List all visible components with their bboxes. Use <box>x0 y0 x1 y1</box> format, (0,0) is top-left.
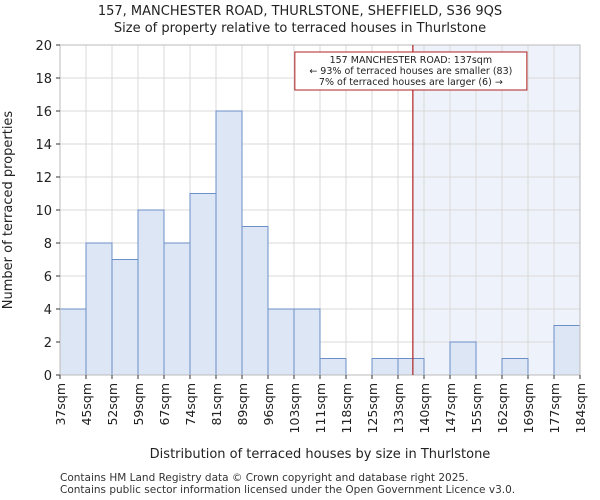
y-tick-label: 6 <box>44 270 52 285</box>
x-axis-label: Distribution of terraced houses by size … <box>150 447 491 462</box>
x-tick-label: 118sqm <box>339 383 354 433</box>
histogram-bar-59sqm <box>137 209 165 376</box>
histogram-bar-67sqm <box>163 242 191 376</box>
x-tick-label: 111sqm <box>313 383 328 433</box>
annotation-line-2: ← 93% of terraced houses are smaller (83… <box>309 66 512 77</box>
histogram-bar-81sqm <box>215 110 243 376</box>
chart-subtitle: Size of property relative to terraced ho… <box>113 21 487 36</box>
x-tick-label: 74sqm <box>183 383 198 426</box>
x-tick-label: 52sqm <box>105 383 120 426</box>
x-tick-label: 133sqm <box>391 383 406 433</box>
x-tick-label: 169sqm <box>521 383 536 433</box>
histogram-bar-45sqm <box>85 242 113 376</box>
x-tick-label: 45sqm <box>79 383 94 426</box>
x-tick-label: 59sqm <box>131 383 146 426</box>
x-tick-label: 81sqm <box>209 383 224 426</box>
x-tick-label: 155sqm <box>469 383 484 433</box>
x-tick-label: 89sqm <box>235 383 250 426</box>
y-axis-label: Number of terraced properties <box>1 111 16 310</box>
histogram-bar-89sqm <box>241 226 269 376</box>
annotation-line-1: 157 MANCHESTER ROAD: 137sqm <box>330 55 493 66</box>
annotation-box <box>294 51 528 91</box>
x-tick-label: 147sqm <box>443 383 458 433</box>
x-tick-label: 125sqm <box>365 383 380 433</box>
histogram-bar-74sqm <box>189 193 217 376</box>
histogram-bar-133sqm <box>397 358 425 376</box>
histogram-bar-52sqm <box>111 259 139 376</box>
y-tick-label: 16 <box>35 105 52 120</box>
x-tick-label: 96sqm <box>261 383 276 426</box>
y-tick-label: 2 <box>44 336 52 351</box>
histogram-bar-177sqm <box>553 325 581 376</box>
y-tick-label: 14 <box>35 138 52 153</box>
annotation-line-3: 7% of terraced houses are larger (6) → <box>319 77 503 88</box>
y-tick-label: 4 <box>44 303 52 318</box>
histogram-bar-147sqm <box>449 341 477 376</box>
x-tick-label: 103sqm <box>287 383 302 433</box>
footer-line-2: Contains public sector information licen… <box>60 484 516 496</box>
footer-line-1: Contains HM Land Registry data © Crown c… <box>60 472 469 484</box>
histogram-bar-103sqm <box>293 308 321 376</box>
chart-title: 157, MANCHESTER ROAD, THURLSTONE, SHEFFI… <box>97 4 503 19</box>
histogram-bar-162sqm <box>501 358 529 376</box>
x-tick-label: 162sqm <box>495 383 510 433</box>
histogram-bar-37sqm <box>59 308 87 376</box>
x-tick-label: 177sqm <box>547 383 562 433</box>
x-tick-label: 37sqm <box>53 383 68 426</box>
y-tick-label: 0 <box>44 369 52 384</box>
histogram-bar-111sqm <box>319 358 347 376</box>
y-tick-label: 20 <box>35 39 52 54</box>
x-tick-label: 140sqm <box>417 383 432 433</box>
histogram-bar-125sqm <box>371 358 399 376</box>
y-tick-label: 10 <box>35 204 52 219</box>
y-tick-label: 12 <box>35 171 52 186</box>
histogram-bar-96sqm <box>267 308 295 376</box>
x-tick-label: 67sqm <box>157 383 172 426</box>
x-tick-label: 184sqm <box>573 383 588 433</box>
y-tick-label: 18 <box>35 72 52 87</box>
y-tick-label: 8 <box>44 237 52 252</box>
